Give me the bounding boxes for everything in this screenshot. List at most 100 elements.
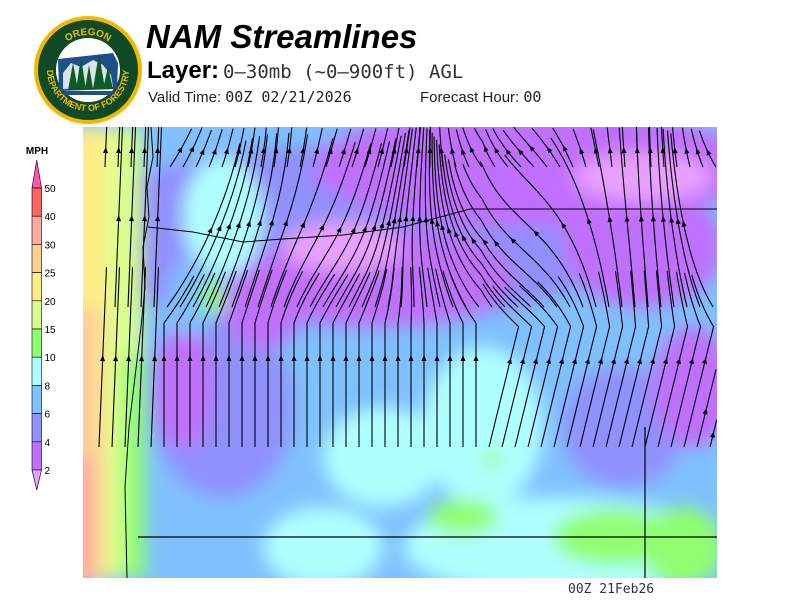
streamline-arrow-icon <box>379 222 385 229</box>
streamline-arrow-icon <box>709 431 715 438</box>
streamline-arrow-icon <box>415 147 421 154</box>
legend-swatch-8-10 <box>31 356 42 386</box>
streamline-arrow-icon <box>216 224 222 232</box>
layer-info: Layer: 0–30mb (~0–900ft) AGL <box>147 57 463 85</box>
legend-tick: 20 <box>45 297 57 308</box>
streamlines <box>98 127 717 448</box>
streamline-arrow-icon <box>572 357 577 365</box>
streamline-arrow-icon <box>386 219 391 226</box>
streamline <box>104 127 108 168</box>
legend-tick: 15 <box>45 325 57 336</box>
streamline-arrow-icon <box>317 355 323 361</box>
streamline <box>130 127 134 168</box>
streamline <box>221 128 234 168</box>
streamline-map <box>83 127 717 578</box>
page-title: NAM Streamlines <box>146 18 418 55</box>
legend-tick: 30 <box>45 240 57 251</box>
streamline-arrow-icon <box>585 357 590 365</box>
streamline-arrow-icon <box>152 355 158 362</box>
streamline <box>698 130 717 168</box>
streamline <box>492 128 522 168</box>
legend-tick: 10 <box>45 353 57 364</box>
streamline-arrow-icon <box>461 148 466 155</box>
streamline-arrow-icon <box>518 149 524 156</box>
streamline-arrow-icon <box>199 148 205 156</box>
streamline-arrow-icon <box>461 234 467 242</box>
streamline-arrow-icon <box>129 215 135 222</box>
streamline-arrow-icon <box>562 145 568 152</box>
streamline-arrow-icon <box>391 217 397 224</box>
streamline-arrow-icon <box>246 220 251 227</box>
streamline <box>660 127 665 168</box>
streamline-arrow-icon <box>286 147 292 154</box>
streamline-arrow-icon <box>353 147 359 155</box>
svg-text:OREGON: OREGON <box>63 27 113 44</box>
streamline-arrow-icon <box>235 221 241 229</box>
streamline <box>312 127 323 168</box>
streamline-arrow-icon <box>447 355 453 361</box>
streamline <box>572 128 587 168</box>
streamline-arrow-icon <box>226 355 232 361</box>
streamline-arrow-icon <box>483 145 489 153</box>
streamline <box>234 127 245 168</box>
legend-swatch-15-20 <box>31 300 42 330</box>
streamline-arrow-icon <box>410 215 416 222</box>
streamline-arrow-icon <box>236 147 242 155</box>
streamline-arrow-icon <box>226 223 231 230</box>
streamline-arrow-icon <box>291 355 297 361</box>
streamline-arrow-icon <box>624 357 629 365</box>
legend-tick: 40 <box>45 212 57 223</box>
streamline <box>696 369 717 448</box>
streamline <box>671 127 678 168</box>
streamline-arrow-icon <box>187 355 193 361</box>
streamline-arrow-icon <box>520 357 525 365</box>
streamline-arrow-icon <box>395 355 401 361</box>
streamline-arrow-icon <box>660 215 666 222</box>
streamline <box>606 127 613 168</box>
streamline-arrow-icon <box>469 146 475 153</box>
streamline <box>325 128 338 168</box>
streamline <box>390 127 400 168</box>
streamline-arrow-icon <box>482 239 489 246</box>
streamline-arrow-icon <box>546 147 553 154</box>
streamline-arrow-icon <box>116 147 122 154</box>
streamline-arrow-icon <box>507 357 512 365</box>
streamline-arrow-icon <box>435 220 441 227</box>
streamline-arrow-icon <box>706 149 712 156</box>
streamline <box>286 127 293 168</box>
legend-swatch-4-6 <box>31 413 42 443</box>
streamline-arrow-icon <box>142 215 148 222</box>
streamline <box>299 127 308 168</box>
streamline-arrow-icon <box>587 217 592 225</box>
streamline-arrow-icon <box>669 216 675 223</box>
streamline <box>648 127 652 168</box>
streamline-arrow-icon <box>200 355 206 361</box>
streamline-arrow-icon <box>113 355 119 362</box>
streamline-arrow-icon <box>702 357 707 365</box>
streamline-arrow-icon <box>546 357 551 365</box>
legend-tick: 2 <box>45 466 51 477</box>
streamline-arrow-icon <box>681 220 687 227</box>
streamline-arrow-icon <box>510 237 517 244</box>
streamline-arrow-icon <box>637 357 642 365</box>
streamline-arrow-icon <box>663 357 668 365</box>
streamline-arrow-icon <box>423 216 429 223</box>
streamline-arrow-icon <box>403 215 409 222</box>
streamline-arrow-icon <box>139 355 145 362</box>
legend-arrow-top <box>31 159 42 189</box>
streamline-arrow-icon <box>350 227 356 234</box>
streamline <box>590 127 600 168</box>
streamline-arrow-icon <box>689 357 694 365</box>
streamline-arrow-icon <box>621 147 627 154</box>
legend-swatch-30-40 <box>31 215 42 245</box>
forecast-hour: Forecast Hour: 00 <box>420 88 541 106</box>
streamline-arrow-icon <box>340 148 346 155</box>
streamline-arrow-icon <box>598 357 603 365</box>
streamline-arrow-icon <box>223 147 229 155</box>
streamline-arrow-icon <box>421 355 427 361</box>
streamline-arrow-icon <box>161 355 167 361</box>
columbia-river-border <box>147 208 717 243</box>
streamline-arrow-icon <box>672 147 678 154</box>
streamline-arrow-icon <box>265 355 271 361</box>
streamline <box>143 127 147 168</box>
